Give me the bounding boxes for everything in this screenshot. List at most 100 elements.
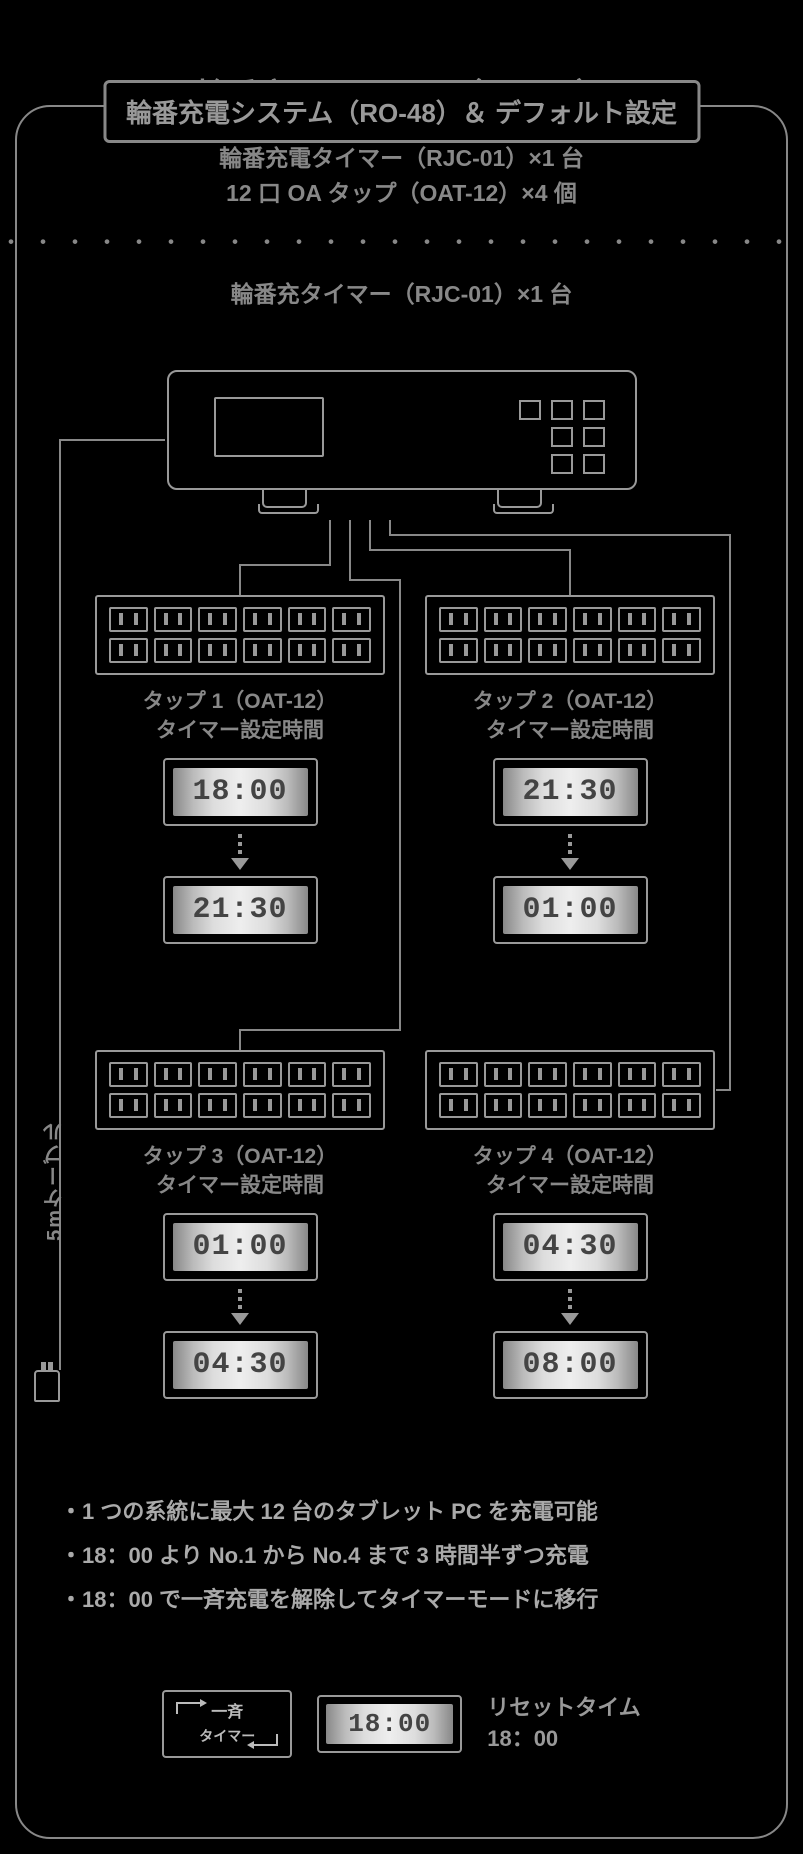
outlet-icon [484, 1062, 523, 1087]
outlet-icon [618, 1062, 657, 1087]
arrow-down-icon [560, 832, 580, 870]
outlet-icon [332, 607, 371, 632]
outlet-icon [439, 607, 478, 632]
outlet-icon [154, 638, 193, 663]
outlet-icon [528, 607, 567, 632]
outlet-icon [288, 1062, 327, 1087]
power-strip [95, 595, 385, 675]
outlet-icon [243, 1093, 282, 1118]
reset-row: 一斉 タイマー 18:00 リセットタイム 18：00 [0, 1690, 803, 1758]
outlet-icon [484, 607, 523, 632]
outlet-icon [618, 638, 657, 663]
timer-foot [262, 490, 307, 508]
outlet-icon [662, 638, 701, 663]
power-strip [425, 1050, 715, 1130]
lcd-value: 01:00 [503, 886, 638, 934]
tap-name: タップ 3（OAT-12） [95, 1142, 385, 1171]
outlet-icon [109, 638, 148, 663]
outlet-icon [439, 638, 478, 663]
outlet-icon [439, 1093, 478, 1118]
outlet-icon [198, 638, 237, 663]
outlet-icon [109, 607, 148, 632]
notes-list: ・1 つの系統に最大 12 台のタブレット PC を充電可能 ・18：00 より… [60, 1490, 598, 1622]
lcd-display: 04:30 [163, 1331, 318, 1399]
lcd-value: 08:00 [503, 1341, 638, 1389]
timer-device-buttons [519, 400, 605, 474]
timer-btn [551, 454, 573, 474]
outlet-icon [332, 1093, 371, 1118]
tap-name: タップ 4（OAT-12） [425, 1142, 715, 1171]
outlet-icon [573, 638, 612, 663]
lcd-value: 18:00 [173, 768, 308, 816]
tap-4: タップ 4（OAT-12） タイマー設定時間 04:30 08:00 [425, 1050, 715, 1399]
lcd-value: 04:30 [173, 1341, 308, 1389]
timer-btn [583, 454, 605, 474]
tap-name: タップ 1（OAT-12） [95, 687, 385, 716]
loop-arrow-icon [176, 1702, 201, 1714]
arrow-down-icon [560, 1287, 580, 1325]
outlet-icon [198, 607, 237, 632]
outlet-icon [573, 1093, 612, 1118]
outlet-icon [109, 1062, 148, 1087]
outlet-icon [243, 1062, 282, 1087]
lcd-value: 01:00 [173, 1223, 308, 1271]
arrow-down-icon [230, 832, 250, 870]
plug-icon [34, 1370, 60, 1402]
outlet-icon [618, 607, 657, 632]
timer-btn [551, 427, 573, 447]
tap-name: タップ 2（OAT-12） [425, 687, 715, 716]
lcd-value: 21:30 [503, 768, 638, 816]
lcd-display: 04:30 [493, 1213, 648, 1281]
outlet-icon [288, 1093, 327, 1118]
reset-label-1: リセットタイム [487, 1693, 641, 1724]
lcd-display: 18:00 [163, 758, 318, 826]
outlet-icon [573, 607, 612, 632]
outlet-icon [662, 1062, 701, 1087]
note-line: ・1 つの系統に最大 12 台のタブレット PC を充電可能 [60, 1490, 598, 1534]
timer-device-lcd [214, 397, 324, 457]
timer-btn [583, 400, 605, 420]
outlet-icon [109, 1093, 148, 1118]
lcd-value: 04:30 [503, 1223, 638, 1271]
tap-sub: タイマー設定時間 [95, 1171, 385, 1200]
timer-btn [519, 400, 541, 420]
tap-2: タップ 2（OAT-12） タイマー設定時間 21:30 01:00 [425, 595, 715, 944]
outlet-icon [243, 607, 282, 632]
cable-label: 5mケーブル [40, 1120, 69, 1241]
outlet-icon [288, 638, 327, 663]
outlet-icon [528, 638, 567, 663]
lcd-display: 01:00 [163, 1213, 318, 1281]
reset-lcd-value: 18:00 [326, 1704, 453, 1744]
outlet-icon [618, 1093, 657, 1118]
outlet-icon [528, 1093, 567, 1118]
lcd-display: 08:00 [493, 1331, 648, 1399]
reset-label: リセットタイム 18：00 [487, 1693, 641, 1755]
outlet-icon [154, 1093, 193, 1118]
timer-body [167, 370, 637, 490]
timer-btn [583, 427, 605, 447]
timer-btn [551, 400, 573, 420]
outlet-icon [662, 1093, 701, 1118]
outlet-icon [662, 607, 701, 632]
tap-sub: タイマー設定時間 [95, 716, 385, 745]
note-line: ・18：00 より No.1 から No.4 まで 3 時間半ずつ充電 [60, 1534, 598, 1578]
outlet-icon [439, 1062, 478, 1087]
loop-arrow-icon [253, 1734, 278, 1746]
power-strip [425, 595, 715, 675]
tap-sub: タイマー設定時間 [425, 716, 715, 745]
outlet-icon [198, 1093, 237, 1118]
outlet-icon [332, 1062, 371, 1087]
timer-foot [497, 490, 542, 508]
tap-sub: タイマー設定時間 [425, 1171, 715, 1200]
reset-lcd: 18:00 [317, 1695, 462, 1753]
tap-1: タップ 1（OAT-12） タイマー設定時間 18:00 21:30 [95, 595, 385, 944]
outlet-icon [154, 1062, 193, 1087]
lcd-display: 01:00 [493, 876, 648, 944]
lcd-display: 21:30 [493, 758, 648, 826]
title-banner: 輪番充電システム（RO-48）＆ デフォルト設定 [103, 80, 700, 143]
outlet-icon [484, 1093, 523, 1118]
lcd-value: 21:30 [173, 886, 308, 934]
outlet-icon [573, 1062, 612, 1087]
outlet-icon [288, 607, 327, 632]
outlet-icon [154, 607, 193, 632]
